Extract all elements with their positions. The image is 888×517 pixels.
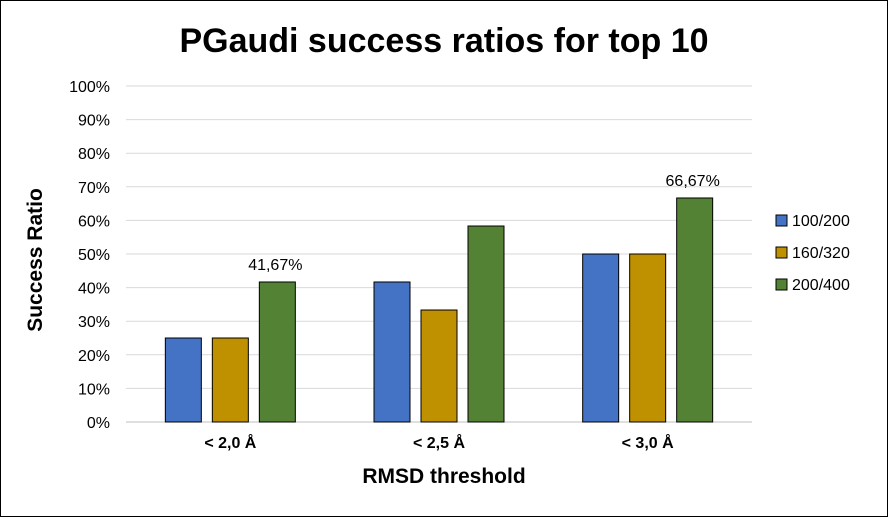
y-tick-label: 70% xyxy=(78,180,110,197)
y-tick-label: 30% xyxy=(78,314,110,331)
bar xyxy=(467,225,505,423)
y-tick-label: 0% xyxy=(87,415,110,432)
x-tick-label: < 2,0 Å xyxy=(204,433,256,452)
y-axis-ticks: 0% 10% 20% 30% 40% 50% 60% 70% 80% 90% 100% xyxy=(69,79,110,432)
bar xyxy=(676,197,714,423)
bar xyxy=(629,253,667,423)
legend-label: 200/400 xyxy=(792,277,850,294)
legend-swatch xyxy=(775,278,788,291)
legend-label: 160/320 xyxy=(792,245,850,262)
x-axis-ticks: < 2,0 Å < 2,5 Å < 3,0 Å xyxy=(204,433,674,452)
y-tick-label: 80% xyxy=(78,146,110,163)
bars xyxy=(164,197,714,423)
data-label: 66,67% xyxy=(666,173,720,190)
y-tick-label: 90% xyxy=(78,113,110,130)
bar xyxy=(373,281,411,423)
x-tick-label: < 3,0 Å xyxy=(622,433,674,452)
bar xyxy=(582,253,620,423)
data-label: 41,67% xyxy=(248,257,302,274)
y-tick-label: 60% xyxy=(78,213,110,230)
data-labels: 41,67% 66,67% xyxy=(248,173,720,274)
legend: 100/200 160/320 200/400 xyxy=(775,213,850,294)
y-tick-label: 100% xyxy=(69,79,110,96)
bar xyxy=(258,281,296,423)
x-axis-title: RMSD threshold xyxy=(362,465,525,488)
y-tick-label: 10% xyxy=(78,381,110,398)
legend-label: 100/200 xyxy=(792,213,850,230)
y-axis-title: Success Ratio xyxy=(24,188,47,332)
legend-swatch xyxy=(775,246,788,259)
y-tick-label: 40% xyxy=(78,281,110,298)
x-tick-label: < 2,5 Å xyxy=(413,433,465,452)
bar xyxy=(211,337,249,423)
chart-title: PGaudi success ratios for top 10 xyxy=(179,22,708,60)
bar xyxy=(164,337,202,423)
bar xyxy=(420,309,458,423)
y-tick-label: 20% xyxy=(78,348,110,365)
y-tick-label: 50% xyxy=(78,247,110,264)
legend-swatch xyxy=(775,214,788,227)
